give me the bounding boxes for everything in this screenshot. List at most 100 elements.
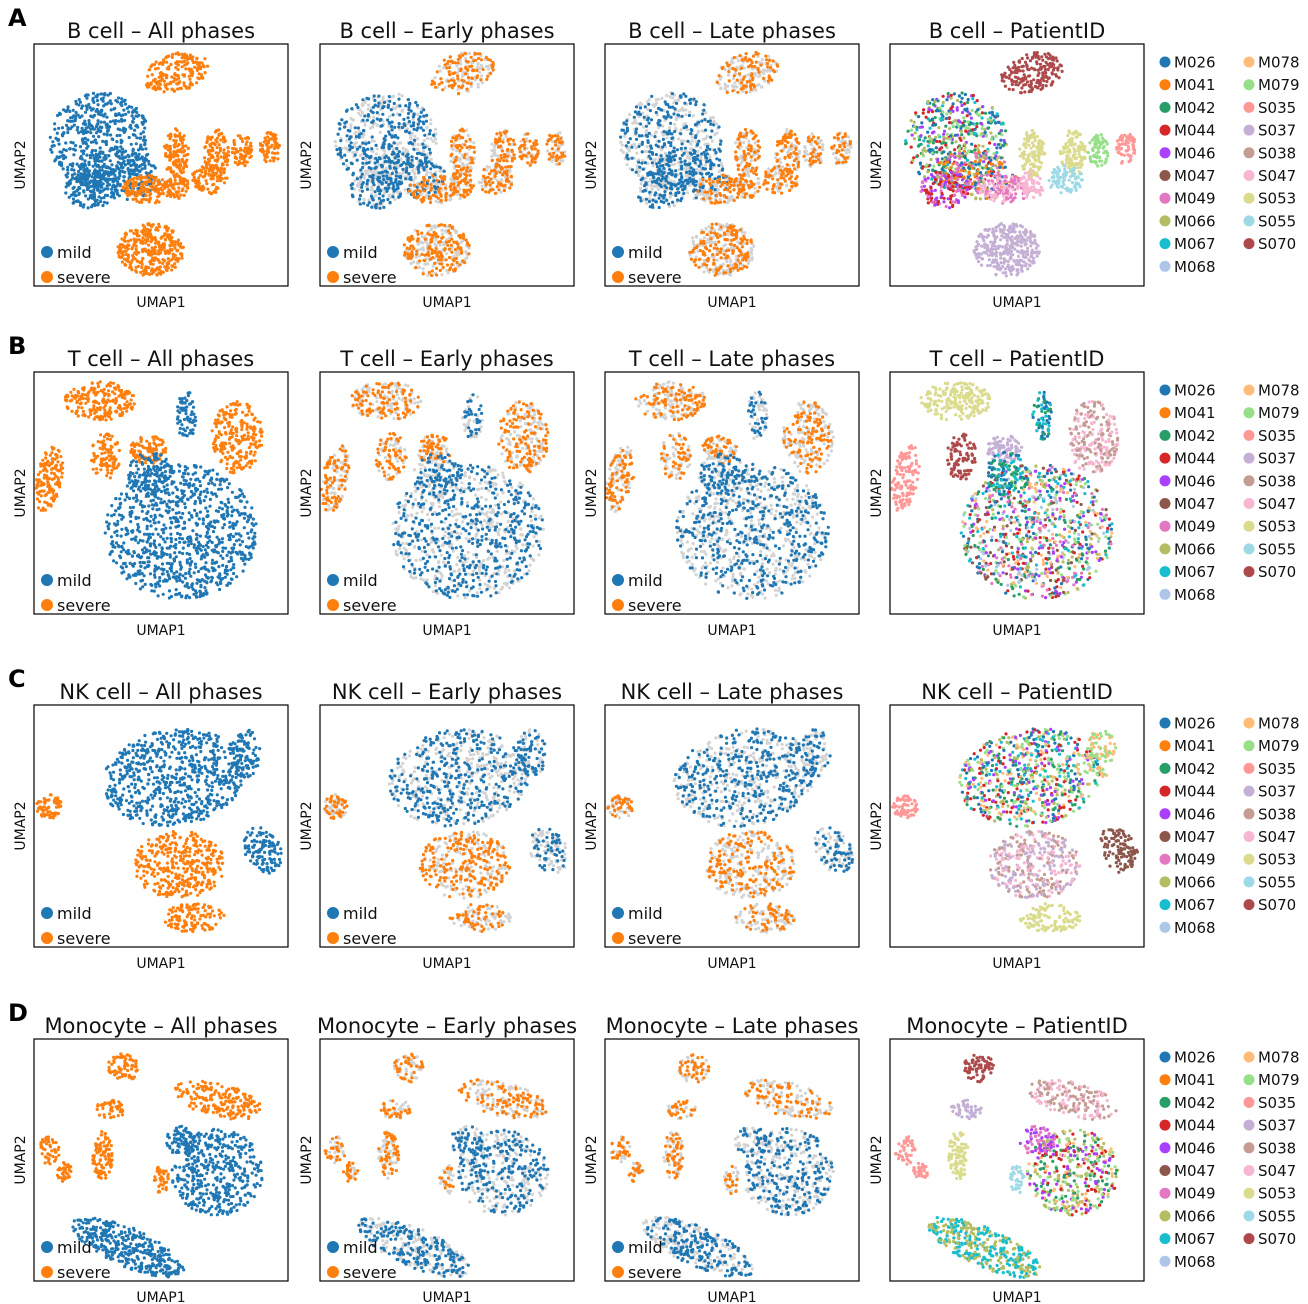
umap-point (416, 142, 420, 147)
umap-point (169, 62, 173, 67)
umap-point (650, 187, 654, 191)
umap-point (453, 267, 457, 271)
umap-point (155, 267, 159, 271)
umap-point (747, 174, 751, 178)
umap-point (408, 165, 413, 169)
umap-point (197, 179, 201, 183)
umap-point (654, 103, 658, 107)
umap-point (470, 76, 474, 80)
umap-point (180, 56, 184, 60)
umap-point (52, 144, 56, 148)
umap-point (198, 61, 202, 65)
umap-point (416, 167, 420, 172)
umap-point (523, 146, 527, 150)
umap-point (242, 149, 246, 153)
umap-point (445, 263, 450, 267)
umap-point (135, 199, 139, 203)
umap-point (262, 149, 266, 154)
umap-point (381, 194, 385, 198)
umap-point (88, 106, 92, 110)
umap-point (405, 246, 409, 250)
umap-point (485, 168, 489, 172)
umap-point (164, 225, 168, 229)
umap-point (387, 158, 391, 162)
umap-point (375, 117, 379, 121)
umap-point (401, 152, 405, 156)
umap-point (169, 181, 173, 185)
umap-point (359, 179, 363, 183)
umap-point (761, 68, 765, 72)
umap-point (452, 172, 456, 176)
umap-point (180, 141, 184, 145)
umap-point (426, 185, 430, 189)
umap-point (83, 183, 87, 187)
umap-point (266, 135, 270, 139)
umap-point (722, 225, 726, 229)
umap-point (473, 78, 478, 82)
umap-point (416, 237, 420, 241)
umap-point (348, 148, 352, 152)
umap-point (198, 173, 202, 177)
umap-point (189, 56, 193, 60)
umap-point (388, 193, 392, 197)
umap-point (73, 119, 77, 123)
umap-point (128, 266, 132, 270)
umap-point (77, 164, 81, 168)
umap-point (456, 170, 460, 174)
umap-point (393, 133, 398, 138)
umap-point (414, 266, 418, 270)
umap-point (621, 150, 625, 154)
umap-point (437, 250, 441, 254)
umap-point (243, 159, 247, 164)
umap-point (124, 252, 128, 257)
umap-point (431, 139, 435, 143)
umap-point (760, 58, 764, 62)
umap-point (263, 136, 267, 140)
umap-point (350, 186, 354, 191)
umap-point (58, 150, 62, 154)
umap-point (497, 163, 501, 167)
umap-point (737, 80, 741, 84)
umap-point (422, 146, 426, 150)
umap-point (352, 142, 356, 146)
umap-point (197, 176, 201, 180)
umap-point (126, 239, 130, 243)
umap-point (486, 64, 490, 68)
umap-point (401, 170, 405, 174)
umap-point (80, 149, 84, 153)
umap-point (68, 147, 72, 151)
umap-point (360, 185, 364, 189)
umap-point (141, 175, 145, 180)
umap-point (732, 77, 736, 81)
umap-point (477, 70, 482, 74)
umap-point (462, 194, 466, 198)
umap-point (398, 192, 403, 196)
umap-point (156, 241, 160, 245)
umap-point (464, 128, 468, 132)
umap-point (412, 183, 416, 187)
umap-point (479, 181, 483, 185)
umap-point (186, 186, 190, 190)
umap-point (442, 243, 446, 247)
umap-point (382, 178, 386, 182)
umap-point (94, 94, 98, 98)
umap-point (528, 139, 532, 143)
umap-point (376, 189, 380, 193)
umap-point (334, 144, 338, 148)
umap-point (141, 236, 145, 240)
umap-point (431, 193, 435, 197)
umap-point (674, 117, 678, 122)
umap-point (205, 139, 209, 143)
umap-point (431, 233, 435, 237)
umap-point (401, 167, 405, 171)
umap-point (461, 73, 465, 77)
umap-point (96, 127, 100, 131)
umap-point (224, 152, 228, 156)
umap-point (387, 124, 391, 128)
umap-point (64, 123, 69, 127)
umap-point (423, 237, 427, 241)
umap-point (138, 261, 142, 265)
umap-point (404, 129, 408, 133)
umap-point (425, 262, 430, 266)
umap-point (632, 143, 637, 147)
